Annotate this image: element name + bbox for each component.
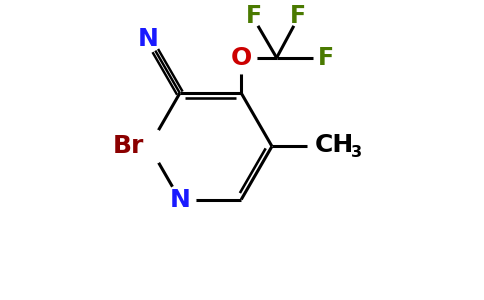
Text: 3: 3 — [351, 145, 362, 160]
Text: Br: Br — [113, 134, 144, 158]
Text: CH: CH — [315, 133, 354, 157]
Text: F: F — [246, 4, 262, 28]
Text: O: O — [231, 46, 252, 70]
Text: N: N — [169, 188, 190, 212]
Text: F: F — [290, 4, 306, 28]
Text: F: F — [318, 46, 334, 70]
Text: N: N — [138, 27, 159, 51]
